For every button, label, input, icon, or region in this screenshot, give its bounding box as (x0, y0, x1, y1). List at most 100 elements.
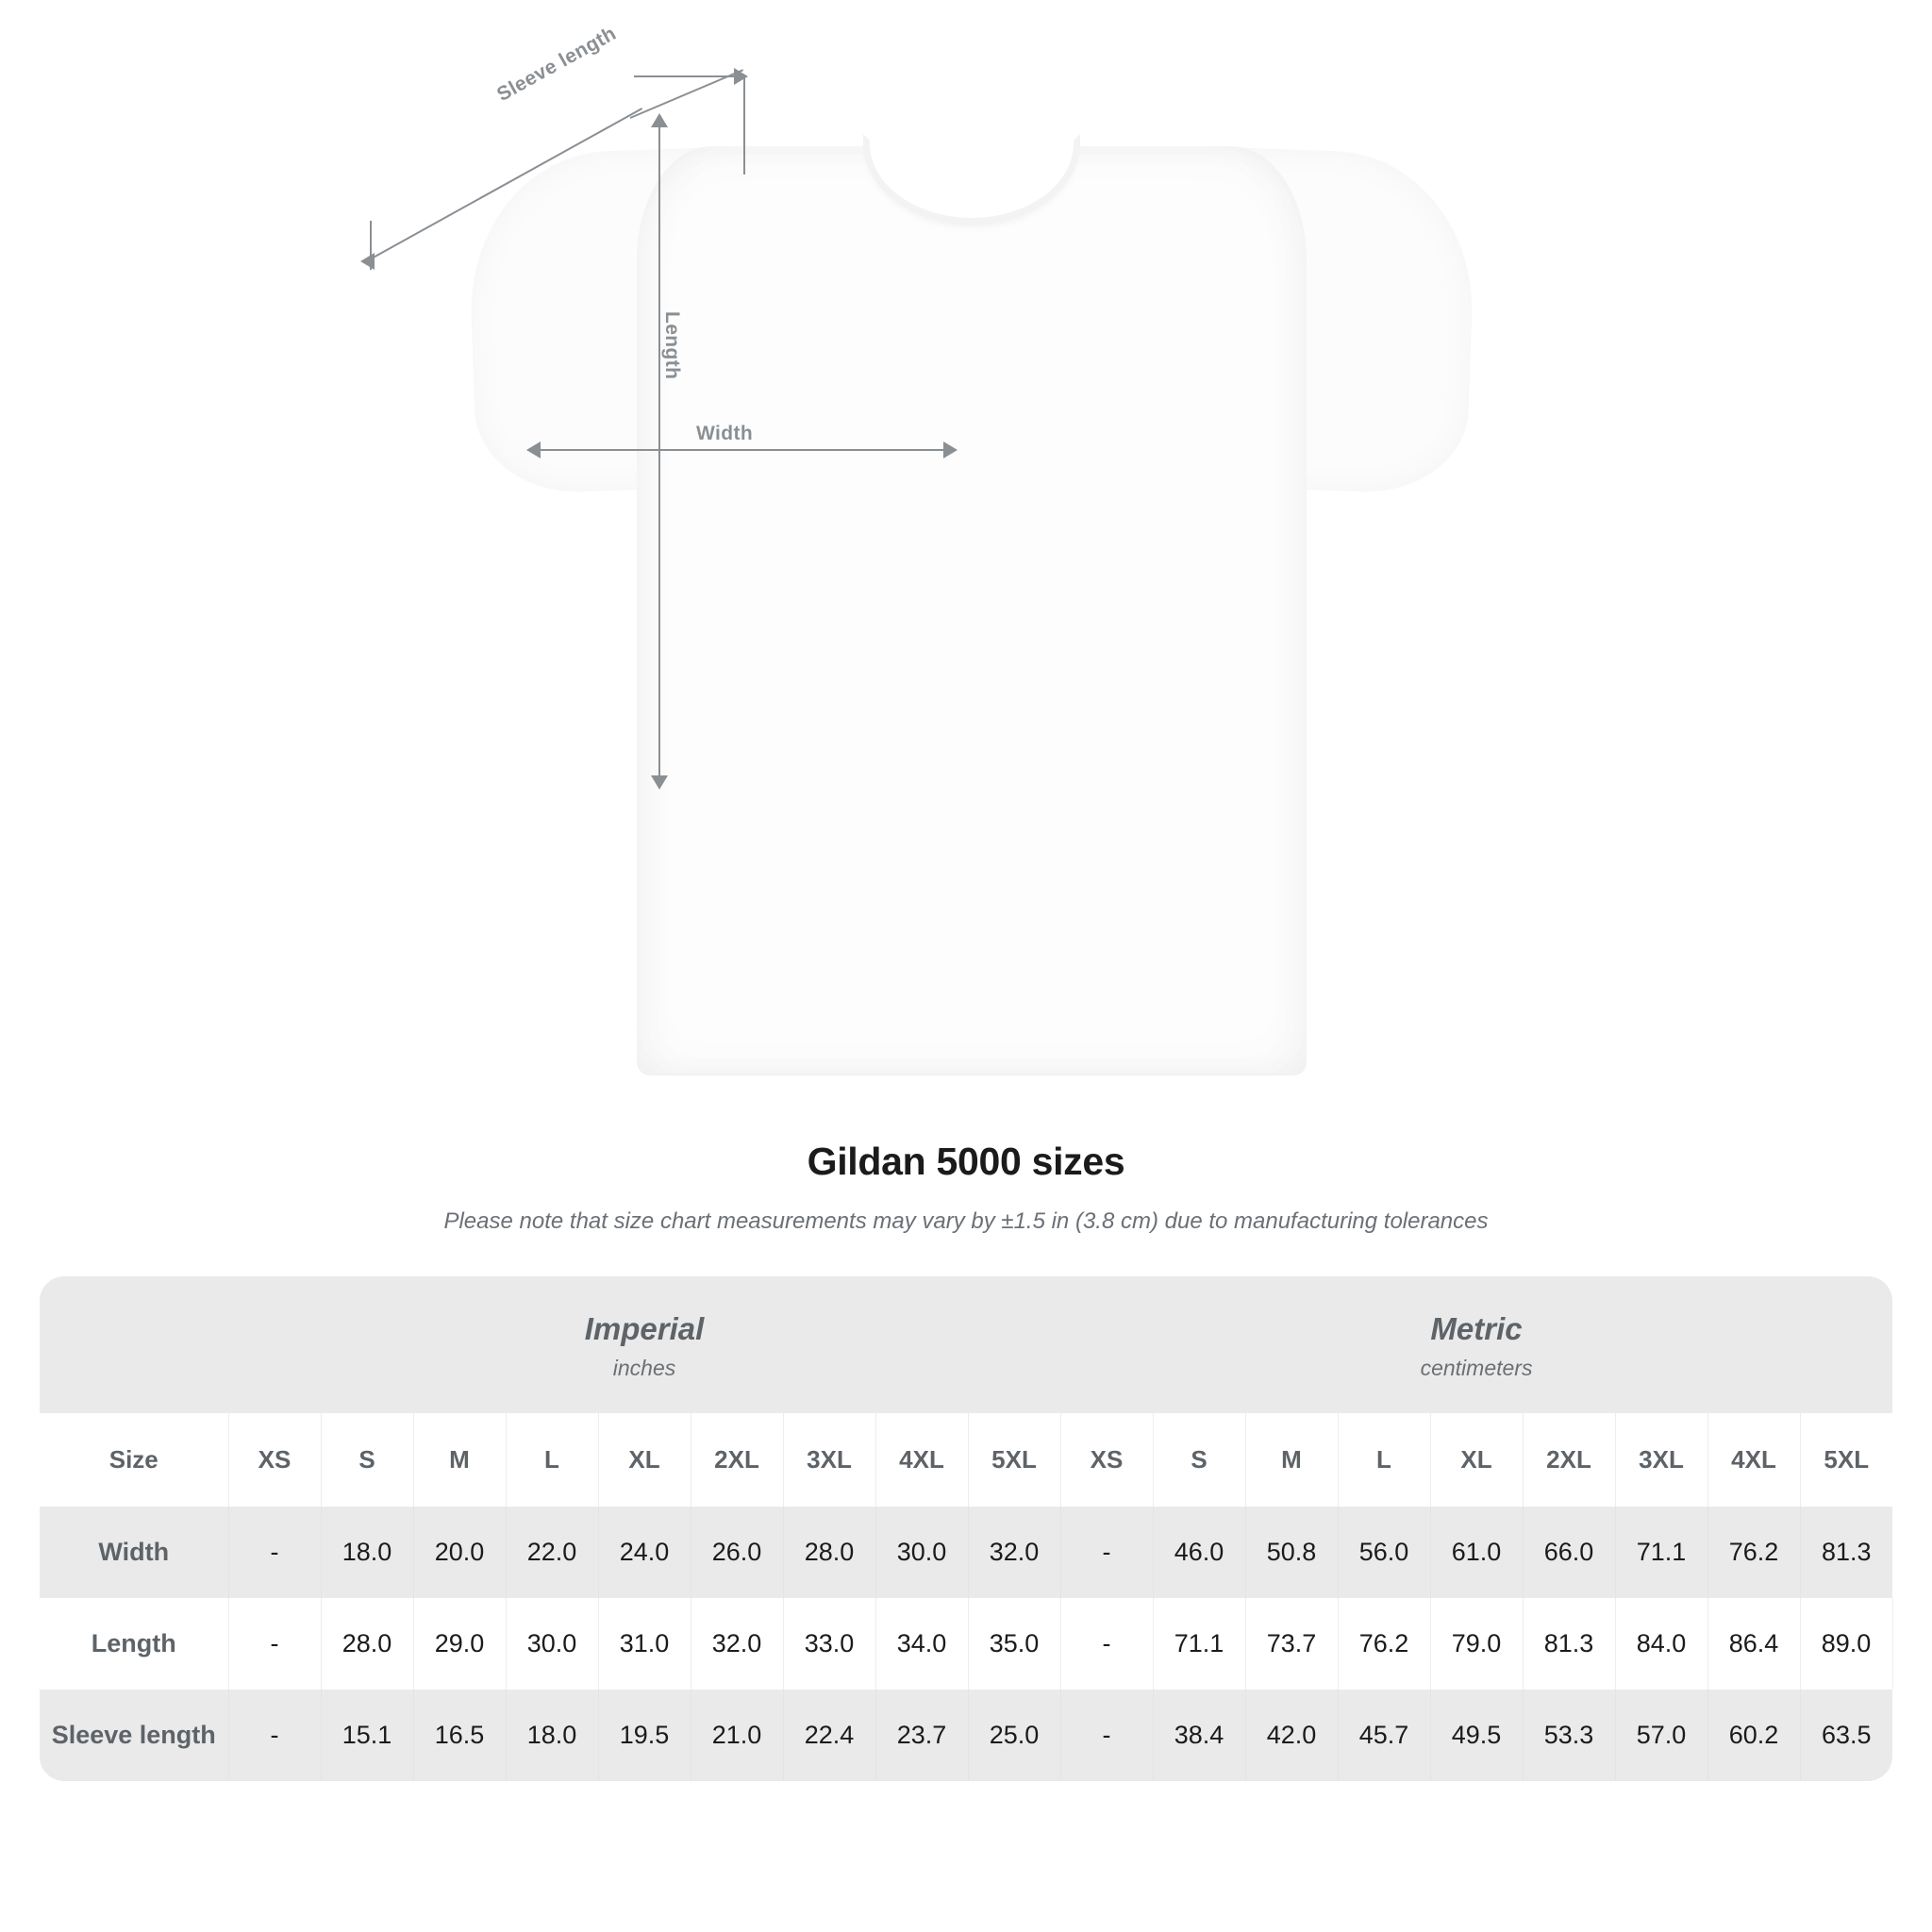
length-arrow-up (651, 113, 668, 127)
sleeve-length-label: Sleeve length (493, 22, 621, 107)
cell-length-5xl-metric: 89.0 (1800, 1597, 1893, 1690)
cell-length-2xl-metric: 81.3 (1523, 1597, 1616, 1690)
width-measure-line (540, 449, 955, 451)
cell-width-m-imperial: 20.0 (413, 1506, 507, 1598)
unit-band-row: Imperial inches Metric centimeters (40, 1276, 1893, 1413)
cell-sleeve-length-s-metric: 38.4 (1153, 1689, 1246, 1781)
table-row: Width -18.0 20.0 22.0 24.0 26.0 28.0 30.0 32.0-4… (40, 1506, 1893, 1598)
cell-length-xl-imperial: 31.0 (598, 1597, 691, 1690)
cell-sleeve-length-l-imperial: 18.0 (506, 1689, 599, 1781)
sleeve-arrow-right (734, 68, 748, 85)
sleeve-tick-shoulder (743, 75, 745, 175)
cell-width-xs-imperial: - (228, 1506, 322, 1598)
column-header-m-metric: M (1245, 1412, 1339, 1507)
cell-sleeve-length-m-metric: 42.0 (1245, 1689, 1339, 1781)
length-measure-line (658, 127, 660, 788)
cell-sleeve-length-5xl-metric: 63.5 (1800, 1689, 1893, 1781)
sleeve-measure-top-line (634, 75, 745, 77)
cell-width-2xl-imperial: 26.0 (691, 1506, 784, 1598)
column-header-3xl-metric: 3XL (1615, 1412, 1708, 1507)
row-header-length: Length (40, 1597, 229, 1690)
column-header-l-metric: L (1338, 1412, 1431, 1507)
cell-length-4xl-imperial: 34.0 (875, 1597, 969, 1690)
tshirt-measurement-diagram: Length Width Sleeve length (360, 22, 1478, 1075)
cell-length-4xl-metric: 86.4 (1707, 1597, 1801, 1690)
page-title: Gildan 5000 sizes (807, 1140, 1125, 1183)
column-header-xl-imperial: XL (598, 1412, 691, 1507)
row-header-sleeve-length: Sleeve length (40, 1689, 229, 1781)
cell-length-3xl-imperial: 33.0 (783, 1597, 876, 1690)
cell-width-4xl-imperial: 30.0 (875, 1506, 969, 1598)
cell-sleeve-length-xl-imperial: 19.5 (598, 1689, 691, 1781)
cell-sleeve-length-xl-metric: 49.5 (1430, 1689, 1524, 1781)
cell-sleeve-length-xs-metric: - (1060, 1689, 1154, 1781)
cell-width-s-metric: 46.0 (1153, 1506, 1246, 1598)
length-label: Length (661, 311, 683, 380)
table-header-row: Size XS S M L XL 2XL 3XL 4XL 5XL XS S M L XL 2XL 3XL 4XL 5… (40, 1412, 1893, 1507)
cell-length-l-metric: 76.2 (1338, 1597, 1431, 1690)
column-header-5xl-imperial: 5XL (968, 1412, 1061, 1507)
column-header-2xl-imperial: 2XL (691, 1412, 784, 1507)
cell-width-3xl-metric: 71.1 (1615, 1506, 1708, 1598)
cell-width-l-metric: 56.0 (1338, 1506, 1431, 1598)
cell-sleeve-length-3xl-metric: 57.0 (1615, 1689, 1708, 1781)
cell-width-5xl-imperial: 32.0 (968, 1506, 1061, 1598)
cell-length-5xl-imperial: 35.0 (968, 1597, 1061, 1690)
chart-caption: Gildan 5000 sizes Please note that size … (0, 1140, 1932, 1235)
width-arrow-left (526, 441, 541, 458)
unit-subtitle: inches (612, 1355, 676, 1380)
tshirt-illustration (465, 113, 1478, 1075)
table-row: Length -28.0 29.0 30.0 31.0 32.0 33.0 34.0 35.0-… (40, 1597, 1893, 1690)
cell-sleeve-length-4xl-metric: 60.2 (1707, 1689, 1801, 1781)
cell-sleeve-length-4xl-imperial: 23.7 (875, 1689, 969, 1781)
column-header-xl-metric: XL (1430, 1412, 1524, 1507)
sleeve-arrow-left (360, 253, 375, 270)
sleeve-tick-cuff (370, 221, 372, 270)
cell-width-m-metric: 50.8 (1245, 1506, 1339, 1598)
width-label: Width (696, 423, 754, 444)
unit-band-spacer (40, 1276, 228, 1413)
cell-length-2xl-imperial: 32.0 (691, 1597, 784, 1690)
cell-width-xs-metric: - (1060, 1506, 1154, 1598)
cell-width-l-imperial: 22.0 (506, 1506, 599, 1598)
unit-header-metric: Metric centimeters (1060, 1276, 1893, 1413)
unit-subtitle: centimeters (1420, 1355, 1533, 1380)
cell-length-s-imperial: 28.0 (321, 1597, 414, 1690)
size-chart-container: Imperial inches Metric centimeters Size XS S M L… (40, 1276, 1893, 1781)
column-header-s-imperial: S (321, 1412, 414, 1507)
cell-length-xl-metric: 79.0 (1430, 1597, 1524, 1690)
cell-length-l-imperial: 30.0 (506, 1597, 599, 1690)
unit-name: Imperial (584, 1311, 705, 1346)
cell-sleeve-length-m-imperial: 16.5 (413, 1689, 507, 1781)
cell-sleeve-length-5xl-imperial: 25.0 (968, 1689, 1061, 1781)
column-header-l-imperial: L (506, 1412, 599, 1507)
unit-header-imperial: Imperial inches (228, 1276, 1060, 1413)
cell-width-5xl-metric: 81.3 (1800, 1506, 1893, 1598)
tolerance-note: Please note that size chart measurements… (443, 1208, 1489, 1234)
column-header-size: Size (40, 1412, 229, 1507)
cell-sleeve-length-l-metric: 45.7 (1338, 1689, 1431, 1781)
unit-name: Metric (1430, 1311, 1523, 1346)
column-header-s-metric: S (1153, 1412, 1246, 1507)
cell-length-xs-metric: - (1060, 1597, 1154, 1690)
cell-length-m-imperial: 29.0 (413, 1597, 507, 1690)
cell-sleeve-length-xs-imperial: - (228, 1689, 322, 1781)
column-header-3xl-imperial: 3XL (783, 1412, 876, 1507)
cell-width-4xl-metric: 76.2 (1707, 1506, 1801, 1598)
row-header-width: Width (40, 1506, 229, 1598)
cell-width-2xl-metric: 66.0 (1523, 1506, 1616, 1598)
cell-sleeve-length-2xl-metric: 53.3 (1523, 1689, 1616, 1781)
column-header-5xl-metric: 5XL (1800, 1412, 1893, 1507)
cell-sleeve-length-s-imperial: 15.1 (321, 1689, 414, 1781)
column-header-4xl-imperial: 4XL (875, 1412, 969, 1507)
cell-length-s-metric: 71.1 (1153, 1597, 1246, 1690)
table-row: Sleeve length -15.1 16.5 18.0 19.5 21.0 22.4 23… (40, 1689, 1893, 1781)
tshirt-torso (637, 146, 1307, 1075)
cell-length-xs-imperial: - (228, 1597, 322, 1690)
column-header-m-imperial: M (413, 1412, 507, 1507)
length-arrow-down (651, 775, 668, 790)
cell-sleeve-length-2xl-imperial: 21.0 (691, 1689, 784, 1781)
tshirt-hem (637, 1053, 1307, 1075)
cell-length-3xl-metric: 84.0 (1615, 1597, 1708, 1690)
width-arrow-right (943, 441, 958, 458)
